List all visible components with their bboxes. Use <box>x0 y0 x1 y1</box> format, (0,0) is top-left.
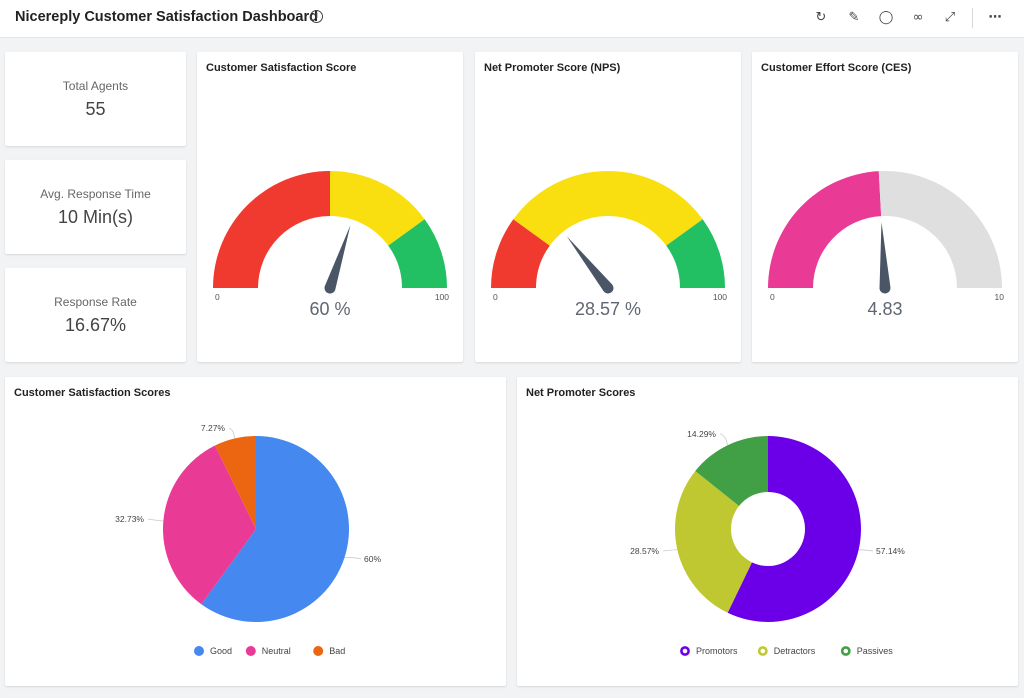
kpi-label: Avg. Response Time <box>40 187 151 201</box>
legend-marker <box>245 646 256 656</box>
card-title: Customer Effort Score (CES) <box>761 62 912 74</box>
pie-data-label: 7.27% <box>201 423 226 433</box>
pie-leader-line <box>662 549 678 552</box>
csat-gauge-chart: 0 100 60 % <box>213 171 449 319</box>
gauge-max-label: 10 <box>995 292 1005 302</box>
edit-icon[interactable]: ✎ <box>848 10 860 25</box>
gauge-value-label: 4.83 <box>867 299 902 319</box>
legend-marker <box>313 646 324 656</box>
gauge-value-label: 28.57 % <box>575 299 641 319</box>
pie-slice-good <box>201 436 350 622</box>
gauge-needle <box>566 236 614 294</box>
gauge-value-label: 60 % <box>309 299 350 319</box>
csat-gauge-card: Customer Satisfaction Score 0 100 60 % <box>197 52 463 362</box>
gauge-band <box>330 171 425 246</box>
kpi-card-response-rate: Response Rate 16.67% <box>5 268 186 362</box>
csat-pie-chart: 60% 32.73% 7.27% Good Neutral Bad <box>115 423 381 656</box>
legend-marker <box>680 646 690 656</box>
card-title: Net Promoter Scores <box>526 387 636 399</box>
info-icon[interactable]: i <box>310 10 323 23</box>
pie-data-label: 57.14% <box>876 546 905 556</box>
pie-data-label: 14.29% <box>687 429 716 439</box>
card-title: Customer Satisfaction Score <box>206 62 357 74</box>
pie-leader-line <box>858 549 874 552</box>
pie-slice-passives <box>695 436 768 506</box>
comment-icon[interactable]: ◯ <box>878 10 894 25</box>
refresh-icon[interactable]: ↻ <box>815 10 827 25</box>
ces-gauge-card: Customer Effort Score (CES) 0 10 4.83 <box>752 52 1018 362</box>
gauge-max-label: 100 <box>713 292 727 302</box>
gauge-max-label: 100 <box>435 292 449 302</box>
legend-marker <box>757 646 768 656</box>
gauge-needle <box>879 222 891 294</box>
gauge-needle <box>324 225 351 294</box>
nps-donut-chart: 57.14% 28.57% 14.29% Promotors Detractors Pas… <box>630 429 905 656</box>
pie-leader-line <box>147 518 164 522</box>
gauge-band <box>213 171 330 288</box>
gauge-band <box>878 171 1002 288</box>
pie-slice-bad <box>214 436 256 529</box>
gauge-min-label: 0 <box>215 292 220 302</box>
gauge-band <box>768 171 882 288</box>
pie-leader-line <box>344 557 362 560</box>
nps-gauge-card: Net Promoter Score (NPS) 0 100 28.57 % <box>475 52 741 362</box>
gauge-min-label: 0 <box>770 292 775 302</box>
dashboard-header: Nicereply Customer Satisfaction Dashboar… <box>0 0 1024 38</box>
legend-entry: Detractors <box>774 646 816 656</box>
kpi-value: 55 <box>85 99 106 119</box>
more-icon[interactable]: ⋯ <box>988 10 1002 25</box>
kpi-value: 10 Min(s) <box>57 207 133 227</box>
gauge-band <box>388 219 447 288</box>
gauge-band <box>491 219 550 288</box>
legend-entry: Neutral <box>262 646 291 656</box>
pie-leader-line <box>719 433 729 446</box>
gauge-min-label: 0 <box>493 292 498 302</box>
toolbar-divider <box>972 8 973 28</box>
glasses-icon[interactable]: ∞ <box>912 10 924 25</box>
kpi-value: 16.67% <box>64 315 127 335</box>
kpi-card-avg-response-time: Avg. Response Time 10 Min(s) <box>5 160 186 254</box>
gauge-band <box>513 171 703 246</box>
legend-entry: Good <box>210 646 232 656</box>
pie-data-label: 32.73% <box>115 514 144 524</box>
legend-marker <box>840 646 851 656</box>
csat-pie-card: Customer Satisfaction Scores 60% 32.73% 7.… <box>5 377 506 686</box>
kpi-label: Total Agents <box>62 79 129 93</box>
gauge-band <box>666 219 725 288</box>
dashboard-title: Nicereply Customer Satisfaction Dashboar… <box>15 9 318 25</box>
expand-icon[interactable]: ⤢ <box>944 10 956 25</box>
card-title: Customer Satisfaction Scores <box>14 387 171 399</box>
legend-entry: Promotors <box>696 646 738 656</box>
nps-gauge-chart: 0 100 28.57 % <box>491 171 727 319</box>
kpi-label: Response Rate <box>54 295 137 309</box>
pie-slice-neutral <box>162 445 256 605</box>
card-title: Net Promoter Score (NPS) <box>484 62 621 74</box>
kpi-card-total-agents: Total Agents 55 <box>5 52 186 146</box>
legend-entry: Bad <box>329 646 345 656</box>
pie-leader-line <box>228 427 236 439</box>
pie-data-label: 60% <box>364 554 381 564</box>
pie-data-label: 28.57% <box>630 546 659 556</box>
pie-slice-detractors <box>675 471 752 613</box>
pie-slice-promotors <box>727 436 861 622</box>
ces-gauge-chart: 0 10 4.83 <box>768 171 1005 319</box>
legend-marker <box>194 646 204 656</box>
nps-donut-card: Net Promoter Scores 57.14% 28.57% 14.29% Pr… <box>517 377 1018 686</box>
legend-entry: Passives <box>857 646 894 656</box>
